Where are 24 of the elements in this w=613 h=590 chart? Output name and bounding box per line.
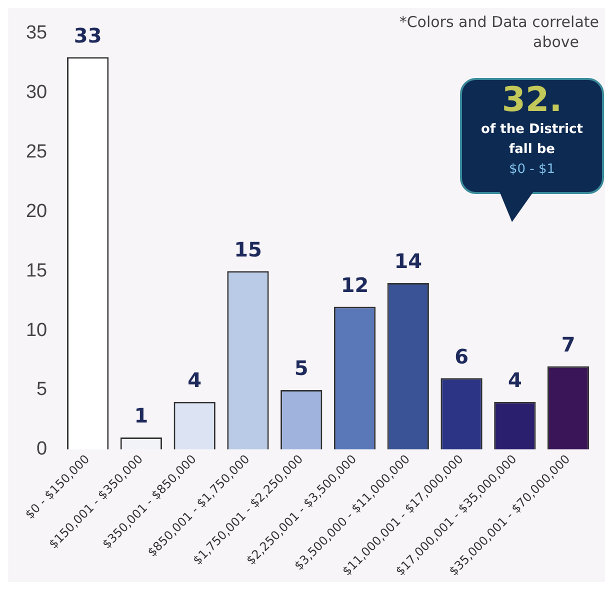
data-label: 33 xyxy=(74,23,102,48)
data-label: 6 xyxy=(454,344,468,368)
y-tick-label: 10 xyxy=(26,320,48,341)
y-tick-label: 35 xyxy=(26,22,48,44)
y-tick-label: 30 xyxy=(26,82,48,104)
text: *Colors and Data correlate xyxy=(399,12,599,32)
y-tick-label: 0 xyxy=(36,438,48,460)
annotation: 32. xyxy=(500,80,564,120)
y-tick-label: 20 xyxy=(26,200,48,222)
data-label: 15 xyxy=(234,237,262,262)
data-label: 4 xyxy=(508,368,522,392)
data-label: 1 xyxy=(134,404,148,428)
data-label: 12 xyxy=(340,272,369,297)
data-label: 4 xyxy=(188,368,202,392)
annotation: of the District xyxy=(480,121,584,139)
annotation: fall be xyxy=(508,141,556,159)
data-label: 5 xyxy=(294,356,308,380)
y-tick-label: 15 xyxy=(26,260,48,282)
data-label: 14 xyxy=(394,249,422,274)
annotation: $0 - $1 xyxy=(508,161,556,179)
data-label: 7 xyxy=(561,332,576,356)
y-tick-label: 5 xyxy=(36,379,48,400)
y-tick-label: 25 xyxy=(26,141,48,162)
annotation: above xyxy=(532,32,579,52)
